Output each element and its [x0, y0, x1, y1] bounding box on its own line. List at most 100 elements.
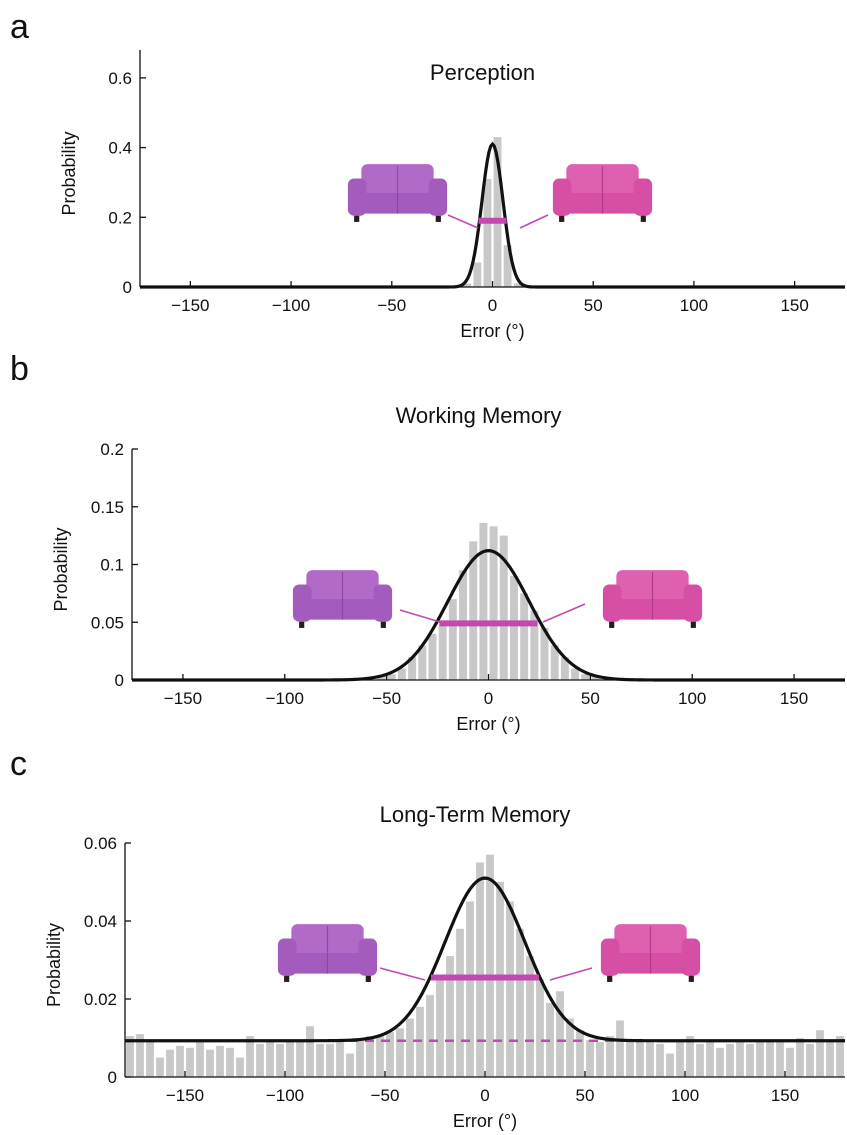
histogram-bar — [216, 1045, 224, 1077]
histogram-bar — [406, 1018, 414, 1077]
histogram-bar — [676, 1039, 684, 1077]
sofa-purple-icon — [347, 164, 448, 222]
histogram-bar — [796, 1038, 804, 1077]
histogram-bar — [706, 1039, 714, 1077]
x-tick-label: 150 — [780, 689, 808, 708]
histogram-bar — [746, 1043, 754, 1077]
chart-title: Working Memory — [396, 403, 562, 428]
y-tick-label: 0.05 — [91, 613, 124, 632]
histogram-bar — [556, 991, 564, 1077]
histogram-bar — [756, 1041, 764, 1077]
histogram-bar — [766, 1039, 774, 1077]
histogram-bar — [166, 1049, 174, 1077]
x-tick-label: −100 — [266, 689, 304, 708]
histogram-bar — [136, 1034, 144, 1077]
x-tick-label: 0 — [480, 1086, 489, 1105]
x-tick-label: −150 — [164, 689, 202, 708]
histogram-bar — [786, 1047, 794, 1077]
histogram-bar — [377, 676, 386, 680]
histogram-bar — [586, 1039, 594, 1077]
y-axis-label: Probability — [59, 131, 79, 215]
histogram-bar — [438, 622, 447, 680]
histogram-bar — [716, 1047, 724, 1077]
x-tick-label: −50 — [377, 296, 406, 315]
histogram-bar — [726, 1043, 734, 1077]
histogram-bar — [397, 668, 406, 680]
x-tick-label: 50 — [576, 1086, 595, 1105]
connector-line — [542, 603, 586, 623]
histogram-bar — [126, 1036, 134, 1077]
histogram-bar — [596, 1041, 604, 1077]
chart-perception: −150 −100 −50 0 50 100 150 0 0.2 0.4 0.6 Perception… — [59, 50, 845, 341]
histogram-bar — [387, 674, 396, 680]
histogram-bar — [616, 1020, 624, 1077]
fit-curve — [140, 141, 845, 289]
histogram-bar — [816, 1030, 824, 1077]
y-tick-label: 0.2 — [100, 440, 124, 459]
x-tick-label: −100 — [272, 296, 310, 315]
histogram-bar — [499, 535, 508, 680]
chart-working-memory: −150 −100 −50 0 50 100 150 0 0.05 0.1 0.15 0.2 Worki… — [51, 403, 845, 734]
histogram-bar — [396, 1028, 404, 1077]
y-tick-label: 0 — [123, 278, 132, 297]
histogram-bar — [686, 1036, 694, 1077]
x-tick-label: 50 — [581, 689, 600, 708]
fit-curve — [125, 876, 845, 1043]
histogram-bar — [666, 1053, 674, 1077]
sofa-purple-icon — [292, 570, 393, 628]
y-tick-label: 0.2 — [108, 208, 132, 227]
histogram-bar — [476, 862, 484, 1077]
histogram-bar — [646, 1039, 654, 1077]
panel-label-c: c — [10, 745, 27, 783]
histogram-bar — [626, 1039, 634, 1077]
x-tick-label: 150 — [780, 296, 808, 315]
connector-line — [549, 967, 593, 981]
histogram-bar — [606, 1036, 614, 1077]
histogram-bar — [306, 1026, 314, 1077]
histogram-bar — [473, 262, 482, 287]
histogram-bar — [466, 901, 474, 1077]
histogram-bar — [236, 1057, 244, 1077]
histogram-bar — [256, 1043, 264, 1077]
histogram-bar — [636, 1041, 644, 1077]
x-tick-label: 100 — [671, 1086, 699, 1105]
histogram-bar — [736, 1041, 744, 1077]
histogram-bar — [316, 1043, 324, 1077]
histogram-bar — [536, 979, 544, 1077]
histogram-bar — [326, 1043, 334, 1077]
histogram-bar — [206, 1049, 214, 1077]
histogram-bar — [493, 137, 502, 287]
histogram-bar — [506, 901, 514, 1077]
histogram-bar — [336, 1041, 344, 1077]
x-tick-label: −100 — [266, 1086, 304, 1105]
y-tick-label: 0 — [108, 1068, 117, 1087]
panel-label-a: a — [10, 8, 29, 46]
histogram-bar — [196, 1041, 204, 1077]
chart-long-term-memory: −150 −100 −50 0 50 100 150 0 0.02 0.04 0.06 Long-Te… — [44, 802, 845, 1131]
histogram-bar — [186, 1047, 194, 1077]
y-tick-label: 0.4 — [108, 139, 132, 158]
panel-label-b: b — [10, 350, 29, 388]
fit-curve — [132, 549, 845, 682]
histogram-bar — [479, 522, 488, 680]
histogram-bar — [489, 526, 498, 680]
histogram-bar — [526, 956, 534, 1077]
x-tick-label: −150 — [166, 1086, 204, 1105]
histogram-bar — [560, 656, 569, 680]
histogram-bar — [576, 1030, 584, 1077]
sofa-pink-icon — [552, 164, 653, 222]
histogram-bar — [276, 1043, 284, 1077]
connector-line — [447, 214, 479, 229]
histogram-bar — [408, 656, 417, 680]
x-tick-label: 50 — [584, 296, 603, 315]
x-tick-label: 100 — [680, 296, 708, 315]
histogram-bar — [656, 1043, 664, 1077]
sofa-pink-icon — [602, 570, 703, 628]
y-tick-label: 0.06 — [84, 834, 117, 853]
histogram-bar — [509, 576, 518, 680]
histogram-bar — [571, 668, 580, 680]
histogram-bar — [696, 1043, 704, 1077]
x-tick-label: −50 — [371, 1086, 400, 1105]
histogram-bar — [520, 593, 529, 680]
histogram-bar — [516, 928, 524, 1077]
